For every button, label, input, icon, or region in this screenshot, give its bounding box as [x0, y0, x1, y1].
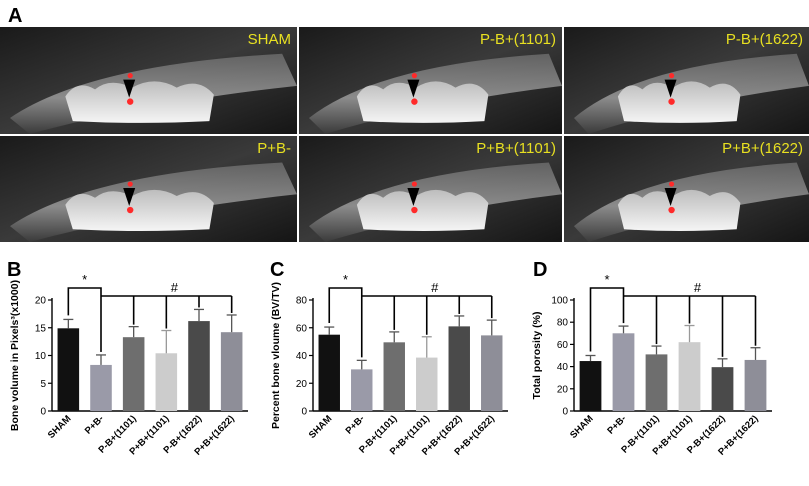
abc-marker — [126, 206, 134, 214]
y-tick-label: 0 — [40, 407, 46, 418]
abc-marker — [668, 206, 675, 214]
bar — [645, 354, 668, 411]
bar — [188, 321, 210, 411]
microct-image: P+B+(1622) — [564, 136, 809, 242]
bar — [90, 364, 112, 411]
significance-bracket-star — [67, 287, 102, 316]
cej-marker — [411, 181, 418, 187]
y-tick-label: 10 — [35, 351, 47, 362]
bar — [57, 328, 80, 411]
y-tick-label: 100 — [551, 296, 568, 307]
bar — [383, 342, 405, 411]
y-tick-label: 60 — [296, 323, 308, 334]
significance-hash: # — [694, 280, 702, 295]
y-axis-label: Percent bone vloume (BV/TV) — [270, 282, 282, 429]
bar — [351, 369, 373, 411]
microct-group-label: P+B+(1622) — [722, 140, 803, 157]
bar — [318, 334, 340, 411]
y-tick-label: 5 — [40, 379, 46, 390]
bar — [220, 332, 243, 411]
significance-bracket-star — [589, 287, 625, 352]
x-tick-label: SHAM — [568, 413, 596, 441]
microct-image: P+B+(1101) — [299, 136, 562, 242]
microct-group-label: P-B+(1622) — [726, 31, 803, 48]
bar — [678, 342, 701, 411]
y-tick-label: 20 — [296, 379, 308, 390]
bar — [481, 335, 503, 411]
significance-bracket-star — [328, 287, 363, 324]
abc-marker — [411, 206, 418, 214]
y-tick-label: 80 — [296, 296, 308, 307]
bar — [612, 333, 635, 411]
microct-group-label: SHAM — [248, 31, 291, 48]
y-axis-label: Bone volume in Pixels³(x1000) — [9, 280, 21, 431]
panel-a-letter: A — [8, 5, 22, 27]
y-tick-label: 60 — [557, 340, 569, 351]
y-tick-label: 15 — [35, 323, 47, 334]
y-tick-label: 20 — [35, 296, 47, 307]
abc-marker — [668, 98, 675, 105]
y-tick-label: 0 — [301, 407, 307, 418]
significance-star: * — [343, 272, 348, 287]
significance-hash: # — [431, 280, 439, 295]
x-tick-label: P+B- — [83, 413, 106, 436]
panel-a-microct-grid: SHAM P-B+(1101) P-B+(1622) P+B- P+B+(1101) P+… — [0, 27, 809, 242]
y-tick-label: 20 — [557, 384, 569, 395]
x-tick-label: P+B- — [605, 413, 628, 436]
y-tick-label: 0 — [562, 407, 568, 418]
significance-star: * — [604, 272, 609, 287]
panel-c-letter: C — [270, 259, 284, 281]
x-tick-label: SHAM — [46, 413, 74, 441]
bar — [122, 337, 145, 411]
significance-star: * — [82, 272, 87, 287]
bar — [448, 326, 470, 411]
cej-marker — [668, 73, 675, 79]
y-tick-label: 40 — [296, 351, 308, 362]
microct-image: P-B+(1101) — [299, 27, 562, 134]
y-axis-label: Total porosity (%) — [531, 312, 543, 400]
microct-image: SHAM — [0, 27, 297, 134]
significance-hash: # — [171, 280, 179, 295]
microct-group-label: P+B- — [257, 140, 291, 157]
abc-marker — [126, 98, 134, 105]
abc-marker — [411, 98, 418, 105]
panel-d-letter: D — [533, 259, 547, 281]
bar — [416, 357, 438, 411]
chart-b-bone-volume: Bone volume in Pixels³(x1000) 0 5 10 15 20 SHA… — [9, 272, 248, 458]
microct-image: P+B- — [0, 136, 297, 242]
cej-marker — [411, 73, 418, 79]
chart-c-percent-bone-volume: Percent bone vloume (BV/TV) 0 20 40 60 80 SHAM… — [270, 272, 508, 458]
cej-marker — [127, 73, 133, 79]
y-tick-label: 80 — [557, 318, 569, 329]
microct-group-label: P+B+(1101) — [476, 140, 556, 157]
microct-image: P-B+(1622) — [564, 27, 809, 134]
panel-b-letter: B — [7, 259, 21, 281]
microct-group-label: P-B+(1101) — [480, 31, 556, 48]
cej-marker — [668, 181, 675, 187]
cej-marker — [127, 181, 133, 187]
bar — [579, 361, 602, 411]
x-tick-label: SHAM — [307, 413, 335, 441]
x-tick-label: P+B- — [344, 413, 367, 436]
bar — [711, 367, 734, 411]
y-tick-label: 40 — [557, 362, 569, 373]
bar — [744, 359, 767, 411]
bar — [155, 353, 178, 411]
